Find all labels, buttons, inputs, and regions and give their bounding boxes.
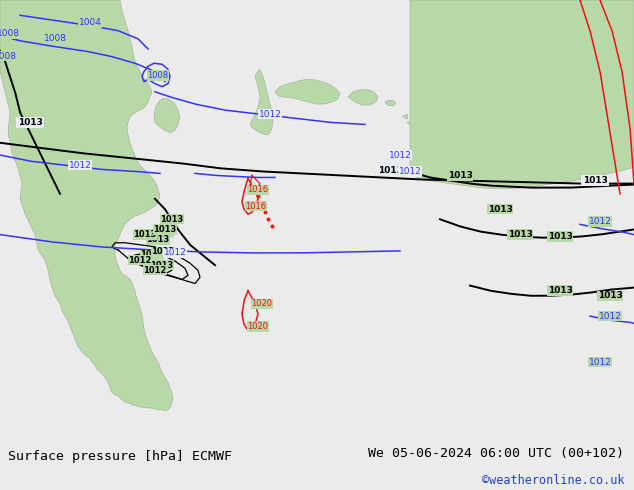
Text: 1008: 1008 xyxy=(148,71,169,80)
Polygon shape xyxy=(0,0,173,411)
Text: Surface pressure [hPa] ECMWF: Surface pressure [hPa] ECMWF xyxy=(8,450,231,463)
Polygon shape xyxy=(425,145,431,150)
Text: 1013: 1013 xyxy=(160,215,184,224)
Text: 1016: 1016 xyxy=(245,201,266,211)
Text: We 05-06-2024 06:00 UTC (00+102): We 05-06-2024 06:00 UTC (00+102) xyxy=(368,447,624,461)
Text: 1004: 1004 xyxy=(79,18,101,27)
Text: 1016: 1016 xyxy=(247,185,269,194)
Text: 1013: 1013 xyxy=(150,261,174,270)
Polygon shape xyxy=(385,100,396,106)
Text: 1013: 1013 xyxy=(146,235,170,244)
Polygon shape xyxy=(412,126,418,131)
Text: 1012: 1012 xyxy=(143,266,167,275)
Text: 1012: 1012 xyxy=(598,312,621,320)
Text: 1013: 1013 xyxy=(153,225,177,234)
Text: 1012: 1012 xyxy=(588,217,611,226)
Text: 1020: 1020 xyxy=(247,322,269,331)
Text: 1013: 1013 xyxy=(140,250,164,260)
Text: 1008: 1008 xyxy=(0,51,16,61)
Text: 1013: 1013 xyxy=(488,205,512,214)
Text: 1012: 1012 xyxy=(259,110,281,119)
Polygon shape xyxy=(250,70,273,135)
Text: 1013: 1013 xyxy=(548,286,573,295)
Polygon shape xyxy=(417,133,423,138)
Polygon shape xyxy=(158,234,166,240)
Polygon shape xyxy=(410,0,634,189)
Text: 1012: 1012 xyxy=(164,248,186,257)
Polygon shape xyxy=(402,114,408,120)
Polygon shape xyxy=(161,226,169,233)
Text: 1012: 1012 xyxy=(68,161,91,170)
Text: 1012: 1012 xyxy=(389,150,411,160)
Text: 1013: 1013 xyxy=(18,118,42,127)
Text: 1008: 1008 xyxy=(44,34,67,43)
Polygon shape xyxy=(154,98,180,133)
Text: 1012: 1012 xyxy=(588,358,611,367)
Text: 1013: 1013 xyxy=(378,166,403,175)
Text: 1013: 1013 xyxy=(508,230,533,239)
Polygon shape xyxy=(421,139,427,144)
Polygon shape xyxy=(407,121,413,125)
Polygon shape xyxy=(348,90,378,105)
Text: 1013: 1013 xyxy=(598,291,623,300)
Text: 1013: 1013 xyxy=(548,232,573,241)
Polygon shape xyxy=(428,151,435,157)
Text: 1013: 1013 xyxy=(583,176,607,185)
Text: 1008: 1008 xyxy=(0,29,20,38)
Polygon shape xyxy=(275,79,340,104)
Text: 1012: 1012 xyxy=(399,167,422,176)
Polygon shape xyxy=(166,231,174,238)
Text: ©weatheronline.co.uk: ©weatheronline.co.uk xyxy=(482,474,624,487)
Text: 1013: 1013 xyxy=(133,230,157,239)
Text: 1012: 1012 xyxy=(128,256,152,265)
Text: 1013: 1013 xyxy=(448,171,472,180)
Text: 1012: 1012 xyxy=(152,247,175,256)
Text: 1020: 1020 xyxy=(252,299,273,308)
